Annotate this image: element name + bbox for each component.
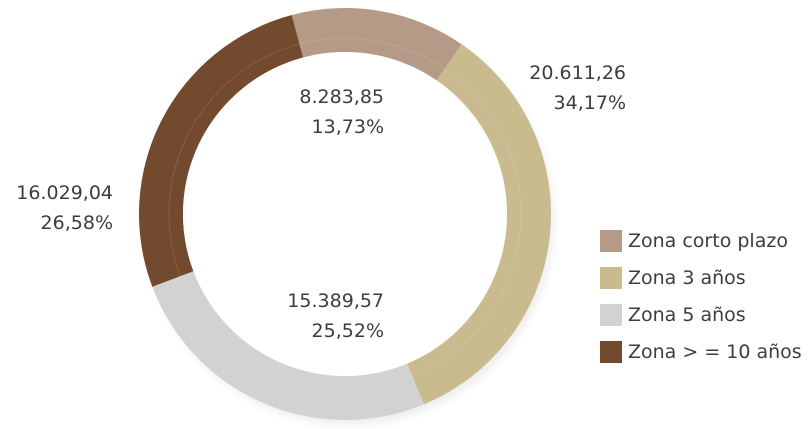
legend: Zona corto plazo Zona 3 años Zona 5 años… [600, 222, 812, 370]
donut-slices [139, 7, 551, 420]
value-label-zona-corto-plazo: 8.283,85 [299, 86, 384, 108]
percent-label-zona-3-anos: 34,17% [553, 92, 626, 114]
donut-slice-zona-3-anos [407, 44, 551, 405]
legend-label-zona-5-anos: Zona 5 años [628, 303, 746, 326]
legend-swatch-zona-3-anos [600, 266, 622, 289]
data-label-zona-3-anos: 20.611,26 34,17% [529, 58, 626, 118]
value-label-zona-3-anos: 20.611,26 [529, 62, 626, 84]
donut-hole [183, 52, 507, 376]
legend-item-zona-3-anos: Zona 3 años [600, 259, 812, 296]
donut-slice-zona-5-anos [152, 271, 424, 420]
legend-swatch-zona-5-anos [600, 303, 622, 326]
legend-item-zona-5-anos: Zona 5 años [600, 296, 812, 333]
legend-item-zona-corto-plazo: Zona corto plazo [600, 222, 812, 259]
legend-item-zona-10-anos: Zona > = 10 años [600, 333, 812, 370]
data-label-zona-corto-plazo: 8.283,85 13,73% [299, 82, 384, 142]
donut-slice-zona-10-anos [139, 15, 304, 287]
legend-label-zona-10-anos: Zona > = 10 años [628, 340, 802, 363]
data-label-zona-5-anos: 15.389,57 25,52% [287, 286, 384, 346]
legend-swatch-zona-corto-plazo [600, 229, 622, 252]
donut-highlight-ring [168, 37, 522, 391]
percent-label-zona-5-anos: 25,52% [311, 320, 384, 342]
value-label-zona-10-anos: 16.029,04 [16, 182, 113, 204]
data-label-zona-10-anos: 16.029,04 26,58% [16, 178, 113, 238]
donut-slice-zona-corto-plazo [291, 7, 462, 81]
percent-label-zona-10-anos: 26,58% [40, 212, 113, 234]
value-label-zona-5-anos: 15.389,57 [287, 290, 384, 312]
percent-label-zona-corto-plazo: 13,73% [311, 116, 384, 138]
legend-label-zona-corto-plazo: Zona corto plazo [628, 229, 788, 252]
legend-swatch-zona-10-anos [600, 340, 622, 363]
legend-label-zona-3-anos: Zona 3 años [628, 266, 746, 289]
